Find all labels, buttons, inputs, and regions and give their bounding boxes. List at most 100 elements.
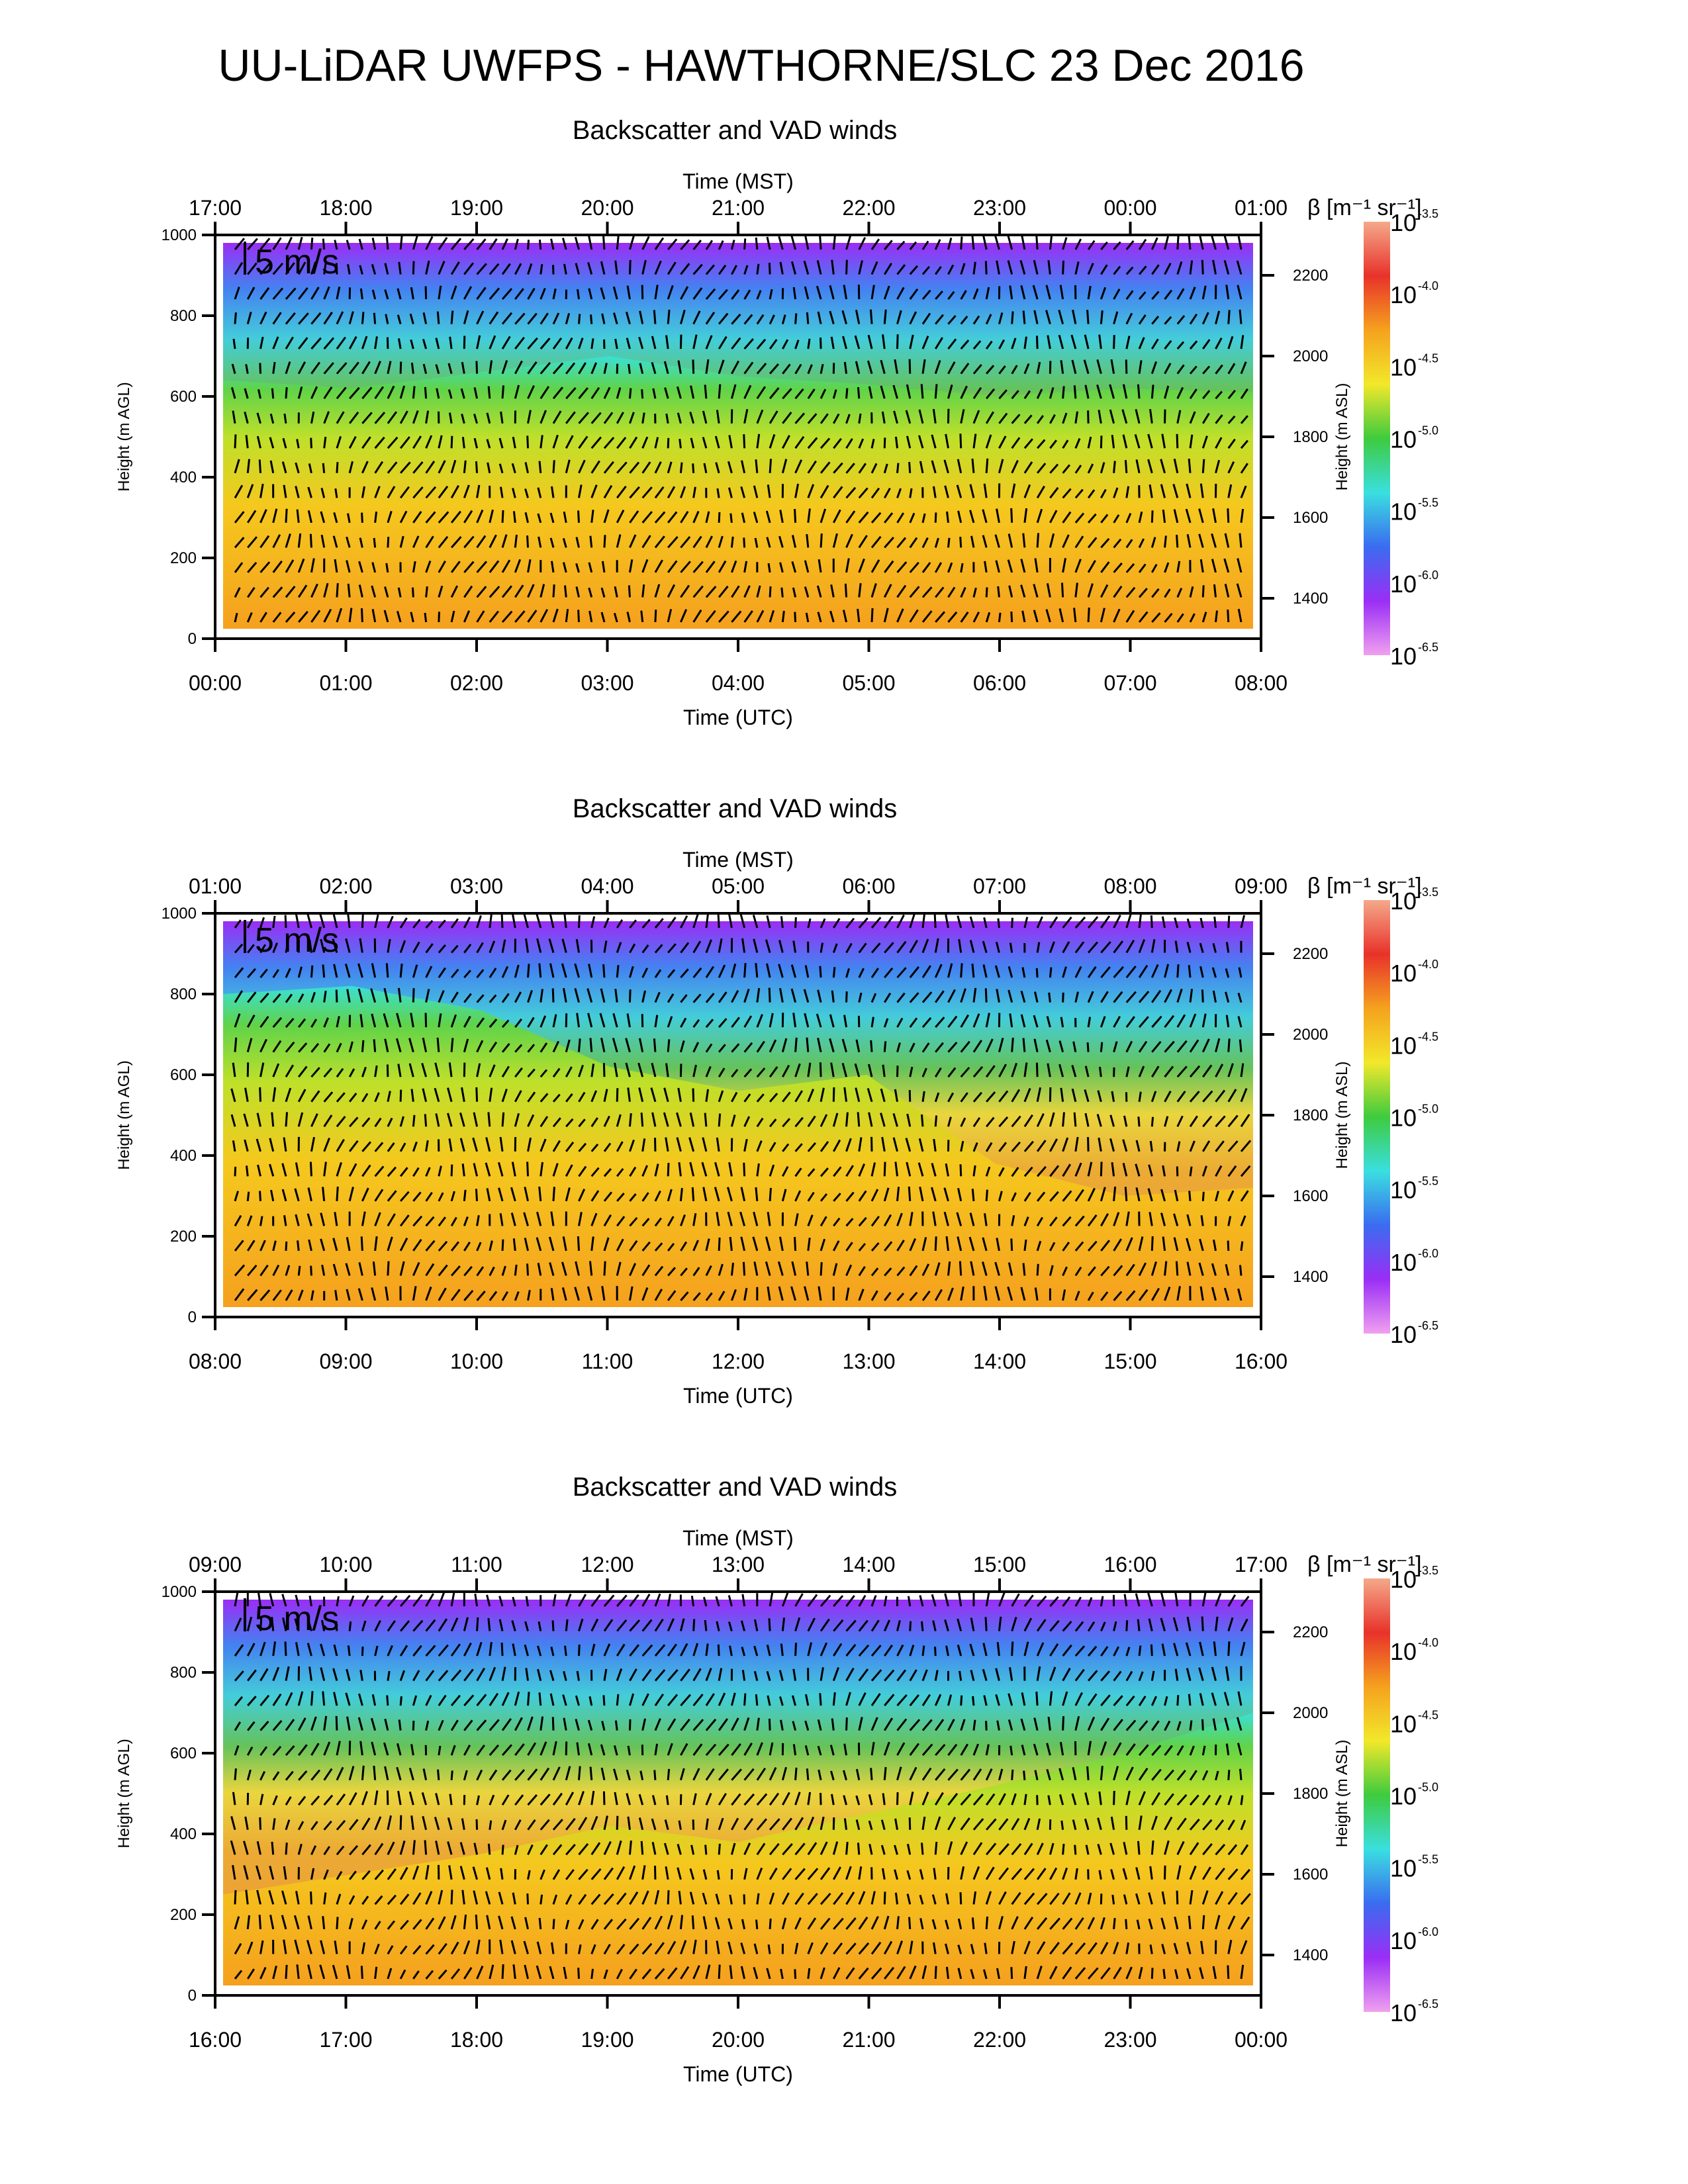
- wind-vector: [1189, 340, 1198, 350]
- wind-vector: [616, 485, 627, 499]
- wind-vector: [680, 1291, 689, 1301]
- wind-vector: [578, 1594, 587, 1607]
- wind-vector: [845, 1191, 855, 1202]
- wind-vector: [476, 1291, 486, 1301]
- wind-vector: [335, 989, 338, 1003]
- wind-vector: [909, 1066, 914, 1077]
- wind-vector: [818, 1286, 822, 1301]
- wind-vector: [1240, 1618, 1248, 1632]
- wind-vector: [982, 1643, 988, 1657]
- wind-vector: [296, 1964, 300, 1979]
- wind-vector: [1011, 1215, 1015, 1226]
- wind-vector: [1100, 1042, 1103, 1052]
- wind-vector: [931, 1894, 937, 1905]
- wind-vector: [743, 1894, 746, 1905]
- wind-vector: [463, 535, 475, 549]
- wind-vector: [387, 461, 398, 474]
- wind-vector: [527, 584, 535, 598]
- wind-vector: [883, 608, 889, 623]
- wind-vector: [425, 1917, 435, 1930]
- wind-vector: [385, 1286, 389, 1301]
- wind-vector: [718, 1018, 727, 1028]
- wind-vector: [361, 387, 373, 400]
- wind-vector: [868, 1820, 873, 1831]
- wind-vector: [820, 1967, 825, 1979]
- wind-vector: [641, 535, 651, 549]
- wind-vector: [425, 1864, 430, 1880]
- wind-vector: [1125, 1237, 1133, 1251]
- wind-vector: [1135, 1163, 1141, 1177]
- wind-vector: [769, 459, 773, 473]
- wind-vector: [1240, 463, 1248, 474]
- wind-vector: [767, 1286, 771, 1301]
- wind-vector: [1032, 285, 1039, 300]
- wind-vector: [1211, 1263, 1217, 1276]
- wind-vector: [501, 1819, 507, 1831]
- wind-vector: [985, 434, 992, 449]
- wind-vector: [1189, 989, 1194, 1003]
- wind-vector: [629, 1644, 640, 1657]
- wind-vector: [1186, 1214, 1192, 1226]
- wind-vector: [616, 1643, 626, 1657]
- wind-vector: [539, 410, 547, 424]
- colorbar-label-exponent: -5.5: [1418, 496, 1438, 510]
- wind-vector: [1062, 966, 1067, 978]
- wind-vector: [1087, 560, 1096, 573]
- wind-vector: [285, 1692, 293, 1706]
- wind-vector: [1150, 938, 1156, 953]
- wind-vector: [347, 1645, 351, 1657]
- wind-vector: [1160, 459, 1166, 474]
- wind-vector: [387, 1190, 397, 1202]
- wind-vector: [705, 1718, 717, 1731]
- wind-vector: [590, 1868, 602, 1880]
- wind-vector: [638, 1794, 644, 1805]
- wind-vector: [358, 238, 363, 250]
- wind-vector: [1049, 387, 1055, 399]
- wind-vector: [234, 484, 244, 499]
- wind-vector: [921, 336, 929, 349]
- wind-vector: [463, 1189, 467, 1202]
- wind-vector: [463, 1940, 471, 1954]
- wind-vector: [476, 1242, 482, 1251]
- wind-vector: [348, 411, 359, 424]
- wind-vector: [629, 1594, 639, 1607]
- wind-vector: [701, 1161, 708, 1177]
- wind-vector: [510, 1187, 516, 1202]
- wind-vector: [410, 1744, 414, 1756]
- wind-vector: [563, 1717, 567, 1731]
- wind-vector: [524, 1621, 529, 1631]
- wind-vector: [357, 963, 363, 978]
- wind-vector: [1199, 559, 1204, 573]
- wind-vector: [896, 1644, 904, 1657]
- wind-vector: [1036, 1917, 1048, 1930]
- wind-vector: [1125, 512, 1132, 523]
- wind-vector: [1058, 1768, 1064, 1781]
- wind-vector: [807, 1089, 815, 1103]
- wind-vector: [577, 1236, 580, 1251]
- x-top-tick-label: 04:00: [581, 874, 633, 898]
- wind-vector: [892, 1113, 898, 1127]
- wind-vector: [868, 1112, 873, 1127]
- wind-vector: [740, 486, 746, 498]
- wind-vector: [523, 1940, 529, 1954]
- wind-vector: [499, 1136, 504, 1152]
- wind-vector: [1072, 1819, 1077, 1831]
- wind-vector: [692, 914, 699, 929]
- wind-vector: [438, 1013, 442, 1028]
- wind-vector: [463, 484, 470, 498]
- wind-vector: [285, 1087, 292, 1103]
- wind-vector: [297, 966, 303, 978]
- wind-vector: [718, 1793, 727, 1806]
- wind-vector: [297, 1717, 306, 1731]
- wind-vector: [651, 1842, 657, 1855]
- wind-vector: [438, 989, 445, 1003]
- wind-vector: [1188, 235, 1192, 250]
- wind-vector: [259, 561, 271, 573]
- wind-vector: [1225, 1743, 1230, 1756]
- wind-vector: [769, 387, 780, 400]
- wind-vector: [450, 968, 459, 979]
- wind-vector: [960, 563, 964, 573]
- wind-vector: [1113, 1695, 1123, 1707]
- wind-vector: [858, 1692, 867, 1706]
- wind-vector: [680, 1718, 690, 1731]
